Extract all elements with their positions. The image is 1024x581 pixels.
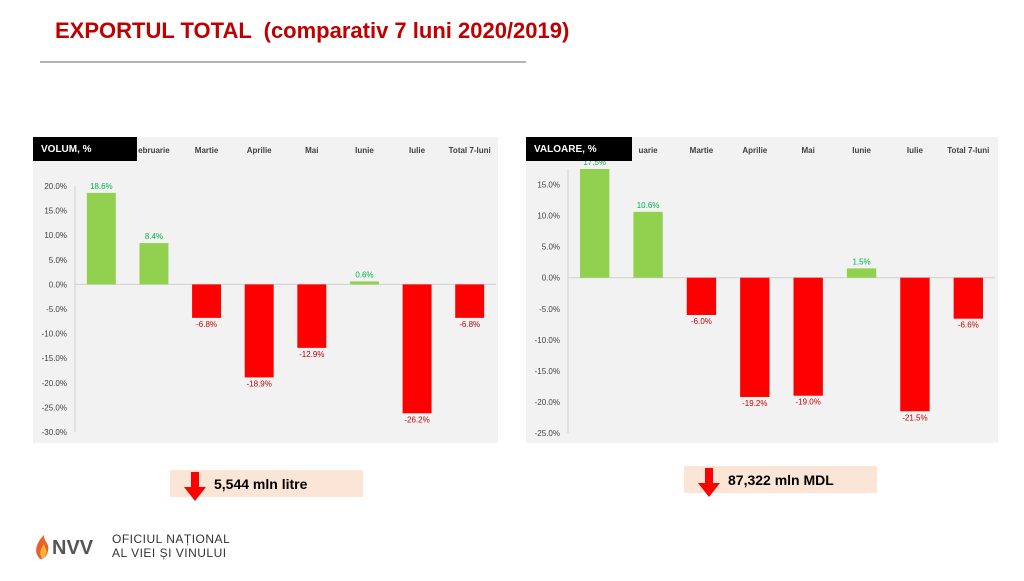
- chart-volum-bar: [244, 284, 274, 378]
- chart-valoare-label: VALOARE, %: [526, 137, 632, 161]
- onvv-logo: NVV OFICIUL NAȚIONAL AL VIEI ȘI VINULUI: [34, 531, 230, 561]
- chart-valoare-data-label: 17.5%: [583, 158, 606, 167]
- chart-volum-category-label: Mai: [305, 146, 318, 155]
- chart-valoare-ytick-label: -10.0%: [535, 336, 560, 345]
- chart-valoare-ytick-label: 15.0%: [537, 181, 560, 190]
- chart-volum-ytick-label: 20.0%: [44, 182, 67, 191]
- chart-valoare-data-label: -6.0%: [691, 317, 712, 326]
- chart-volum-data-label: -6.8%: [196, 320, 217, 329]
- chart-volum-ytick-label: -20.0%: [42, 379, 67, 388]
- chart-volum-category-label: ebruarie: [138, 146, 170, 155]
- chart-valoare-bar: [846, 268, 877, 278]
- chart-valoare-bar: [740, 277, 770, 397]
- chart-volum-bar: [86, 192, 116, 285]
- chart-volum-bar: [192, 284, 222, 318]
- summary-volum-text: 5,544 mln litre: [214, 475, 308, 492]
- chart-volum-ytick-label: -30.0%: [42, 428, 67, 437]
- chart-valoare-data-label: -19.0%: [796, 398, 821, 407]
- chart-valoare-data-label: 10.6%: [637, 201, 660, 210]
- chart-volum-bar: [139, 243, 169, 285]
- chart-volum-bar: [402, 284, 432, 414]
- chart-valoare-bar: [900, 277, 930, 412]
- chart-volum-ytick-label: 15.0%: [44, 207, 67, 216]
- chart-valoare-bar: [580, 169, 610, 278]
- logo-line-2: AL VIEI ȘI VINULUI: [112, 546, 227, 560]
- chart-valoare-category-label: Iunie: [852, 146, 871, 155]
- summary-valoare: 87,322 mln MDL: [684, 466, 877, 497]
- chart-valoare-category-label: Mai: [802, 146, 815, 155]
- chart-volum-ytick-label: 5.0%: [49, 256, 67, 265]
- chart-valoare-ytick-label: -5.0%: [539, 305, 560, 314]
- chart-volum-data-label: 0.6%: [355, 270, 373, 279]
- chart-volum: VOLUM, % 20.0% 15.0% 10.0% 5.0% 0.0% -5.0% -10…: [33, 137, 498, 443]
- chart-valoare-bar: [686, 277, 717, 315]
- chart-valoare-plot: 15.0% 10.0% 5.0% 0.0% -5.0% -10.0% -15.0% -20.0…: [535, 146, 995, 438]
- chart-volum-bar: [455, 284, 485, 318]
- chart-valoare-data-label: -19.2%: [742, 399, 767, 408]
- chart-volum-bar: [349, 281, 379, 285]
- chart-volum-plot: 20.0% 15.0% 10.0% 5.0% 0.0% -5.0% -10.0% -15.0%…: [42, 146, 496, 437]
- svg-text:NVV: NVV: [52, 537, 94, 559]
- chart-volum-category-label: Aprilie: [247, 146, 272, 155]
- chart-volum-ytick-label: -5.0%: [46, 305, 67, 314]
- chart-valoare-data-label: 1.5%: [852, 257, 870, 266]
- chart-volum-category-label: Total 7-luni: [449, 146, 491, 155]
- chart-valoare-ytick-label: -25.0%: [535, 429, 560, 438]
- chart-volum-category-label: Iunie: [355, 146, 374, 155]
- chart-volum-label: VOLUM, %: [33, 137, 137, 161]
- chart-valoare-bar: [953, 277, 983, 319]
- chart-volum-data-label: 18.6%: [90, 182, 113, 191]
- chart-volum-data-label: -12.9%: [299, 350, 324, 359]
- chart-valoare-category-label: Total 7-luni: [947, 146, 989, 155]
- chart-valoare-ytick-label: -15.0%: [535, 367, 560, 376]
- chart-valoare-ytick-label: 10.0%: [537, 212, 560, 221]
- chart-valoare-category-label: uarie: [639, 146, 659, 155]
- chart-valoare-category-label: Martie: [690, 146, 714, 155]
- chart-volum-ytick-label: -15.0%: [42, 354, 67, 363]
- chart-volum-data-label: -6.8%: [459, 320, 480, 329]
- chart-valoare-bar: [793, 277, 823, 396]
- chart-volum-category-label: Iulie: [409, 146, 426, 155]
- chart-valoare-ytick-label: 0.0%: [542, 274, 560, 283]
- chart-volum-ytick-label: 0.0%: [49, 280, 67, 289]
- chart-valoare-bar: [633, 211, 663, 278]
- logo-line-1: OFICIUL NAȚIONAL: [112, 532, 231, 546]
- chart-valoare-ytick-label: 5.0%: [542, 243, 560, 252]
- chart-valoare-category-label: Aprilie: [742, 146, 767, 155]
- chart-volum-ytick-label: 10.0%: [44, 231, 67, 240]
- chart-valoare-data-label: -6.6%: [958, 321, 979, 330]
- chart-volum-category-label: Martie: [195, 146, 219, 155]
- chart-volum-bar: [297, 284, 327, 348]
- chart-volum-data-label: -26.2%: [404, 415, 429, 424]
- onvv-flame-logo-icon: NVV: [36, 535, 94, 559]
- chart-volum-ytick-label: -25.0%: [42, 403, 67, 412]
- chart-valoare-ytick-label: -20.0%: [535, 398, 560, 407]
- slide-title: EXPORTUL TOTAL (comparativ 7 luni 2020/2…: [55, 18, 570, 43]
- chart-valoare-data-label: -21.5%: [902, 413, 927, 422]
- chart-volum-ytick-label: -10.0%: [42, 330, 67, 339]
- down-arrow-icon: [184, 471, 206, 501]
- chart-volum-data-label: 8.4%: [145, 232, 163, 241]
- summary-volum: 5,544 mln litre: [170, 470, 363, 501]
- down-arrow-icon: [698, 467, 720, 497]
- chart-volum-data-label: -18.9%: [247, 379, 272, 388]
- title-divider: [40, 61, 526, 63]
- summary-valoare-text: 87,322 mln MDL: [728, 471, 834, 488]
- chart-valoare-category-label: Iulie: [907, 146, 924, 155]
- chart-valoare: VALOARE, % 15.0% 10.0% 5.0% 0.0% -5.0% -10.0%…: [526, 137, 998, 443]
